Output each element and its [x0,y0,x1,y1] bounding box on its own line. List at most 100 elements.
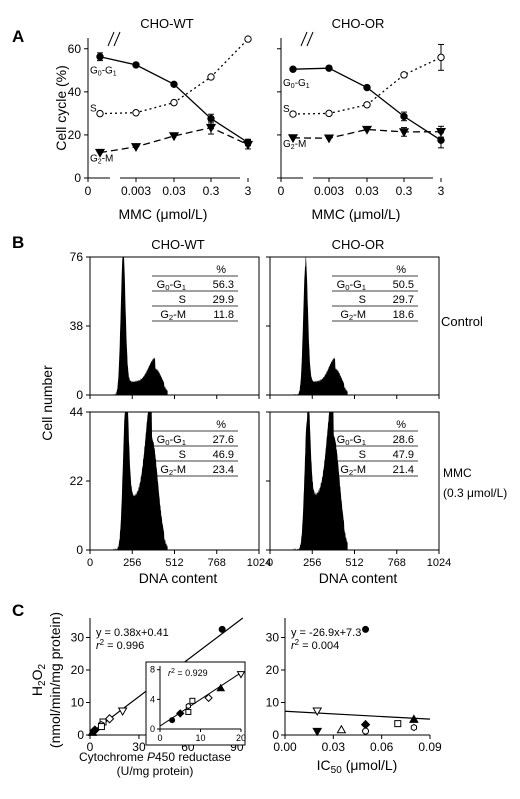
panel-b-xlabel-or: DNA content [319,570,398,586]
y-tick-label: 76 [70,250,84,264]
histogram-frame [269,411,440,551]
data-point [336,724,347,734]
inset-x-tick-label: 10 [195,733,205,743]
point-G0-G1 [325,64,333,72]
histogram-bars [113,257,168,395]
table-phase-label: S [179,449,186,461]
y-tick-label: 0 [77,728,84,742]
point-G2-M [205,123,217,133]
point-G0-G1 [132,61,140,69]
x-tick-label: 3 [438,184,445,198]
inset-x-tick-label: 20 [236,733,246,743]
table-value: 28.6 [393,434,414,446]
point-G2-M [168,132,180,142]
fit-r2: r2 = 0.004 [291,638,339,652]
x-tick-label: 0.03 [322,740,346,754]
series-label-g2m: G2-M [90,154,113,166]
point-G2-M [94,148,106,158]
inset-y-tick-label: 8 [150,665,155,675]
table-header: % [216,264,226,276]
point-G2-M [398,128,410,138]
histogram-or-control: % G0-G1 50.5 S 29.7 G2-M 18.6 [266,256,440,399]
x-tick-label: 3 [245,184,252,198]
table-phase-label: G0-G1 [337,434,366,447]
point-S [363,101,371,109]
x-tick-label: 0.09 [418,740,442,754]
point-S [170,98,178,107]
panel-a-title-or: CHO-OR [332,16,385,31]
table-phase-label: G2-M [160,309,186,322]
y-tick-label: 20 [266,663,280,677]
table-value: 21.4 [393,464,414,476]
panel-a-title-wt: CHO-WT [140,16,193,31]
y-tick-label: 20 [71,663,85,677]
point-G2-M [361,125,373,135]
axis-break-mark [113,31,121,47]
panel-b-row-mmc: MMC [443,466,472,480]
point-G2-M [130,143,142,152]
x-tick-label: 256 [123,557,141,569]
table-phase-label: S [359,449,366,461]
series-label-s: S [90,104,97,115]
point-S [437,53,445,62]
fit-equation: y = -26.9x+7.3 [291,627,361,639]
point-G0-G1 [170,80,178,89]
y-tick-label: 0 [74,171,81,185]
table-header: % [396,264,406,276]
plot-a-cho-or: 0 0.003 0.03 0.3 3 G0-G1 S G2-M [277,31,447,198]
table-value: 46.9 [213,449,234,461]
table-phase-label: G0-G1 [337,279,366,292]
histogram-bars [113,412,168,550]
panel-b-xlabel-wt: DNA content [139,570,218,586]
x-tick-label: 0.3 [203,184,220,198]
histogram-wt-mmc: 0 22 44 0 256 512 768 1024% G0-G1 27.6 S 46.9 G2-M 23… [70,405,272,569]
panel-c-xlabel-right: IC50 (μmol/L) [317,757,398,776]
panel-c-xlabel-left-1: Cytochrome P450 reductase [79,750,231,764]
x-tick-label: 0.06 [370,740,394,754]
panel-label-a: A [12,27,24,46]
series-line-G2-M [99,126,249,154]
x-tick-label: 512 [345,557,363,569]
point-G2-M [287,134,299,144]
y-tick-label: 20 [68,128,82,142]
point-G2-M [242,140,254,150]
x-tick-label: 0.00 [273,740,297,754]
table-phase-label: G0-G1 [157,279,186,292]
y-tick-label: 60 [68,42,82,56]
point-G0-G1 [289,65,297,73]
table-value: 29.7 [393,294,414,306]
histogram-bars [293,257,348,395]
point-G2-M [323,134,335,144]
x-tick-label: 768 [208,557,226,569]
table-value: 56.3 [213,279,234,291]
x-tick-label: 0.03 [162,184,186,198]
series-line-S [292,56,442,115]
inset-y-tick-label: 4 [150,694,155,704]
x-tick-label: 0 [87,557,93,569]
y-tick-label: 0 [76,543,83,557]
x-tick-label: 0.003 [314,184,344,198]
histogram-wt-control: 0 38 76% G0-G1 56.3 S 29.9 G2-M 11.8 [70,250,260,402]
point-S [400,71,408,79]
inset-data-point [216,683,226,692]
table-value: 18.6 [393,309,414,321]
table-header: % [216,419,226,431]
axis-break-mark [306,31,314,47]
panel-b-row-mmc-conc: (0.3 μmol/L) [443,486,507,500]
point-G0-G1 [400,112,408,121]
table-phase-label: G2-M [340,464,366,477]
inset-data-point [236,671,246,679]
x-tick-label: 1024 [427,557,451,569]
point-G0-G1 [96,53,104,61]
fit-equation: y = 0.38x+0.41 [96,627,169,639]
histogram-or-mmc: 0 256 512 768 1024% G0-G1 28.6 S 47.9 G2-M 21.4 [266,411,451,569]
panel-c-ylabel-formula: H2O2 [29,663,48,696]
panel-a-xlabel-wt: MMC (μmol/L) [119,206,208,222]
point-S [207,73,215,81]
panel-a-xlabel-or: MMC (μmol/L) [312,206,401,222]
histogram-frame [89,256,260,396]
point-S [325,109,333,118]
y-tick-label: 38 [70,319,84,333]
series-line-G2-M [292,128,442,139]
